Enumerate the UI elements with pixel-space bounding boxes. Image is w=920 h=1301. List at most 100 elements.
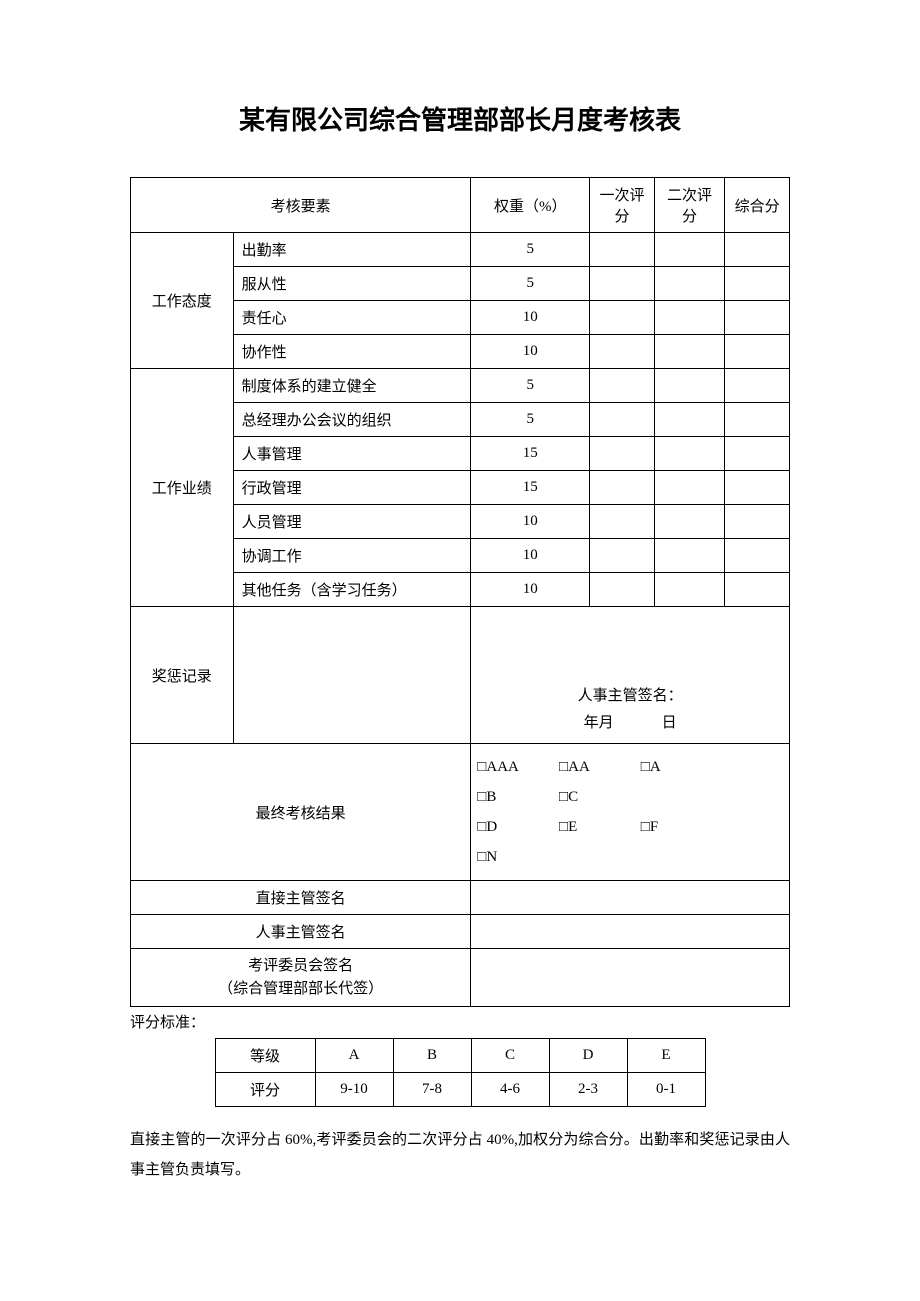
score-cell: 0-1	[627, 1073, 705, 1107]
item-weight: 5	[471, 233, 590, 267]
table-row: 工作业绩 制度体系的建立健全 5	[131, 369, 790, 403]
score1-cell	[590, 267, 655, 301]
item-name: 行政管理	[233, 471, 471, 505]
day-label: 日	[662, 715, 677, 731]
grade-cell: A	[315, 1039, 393, 1073]
sign-row: 考评委员会签名 （综合管理部部长代签）	[131, 949, 790, 1007]
score2-cell	[654, 539, 724, 573]
grade-header-row: 等级 A B C D E	[215, 1039, 705, 1073]
item-name: 出勤率	[233, 233, 471, 267]
item-name: 制度体系的建立健全	[233, 369, 471, 403]
item-weight: 15	[471, 471, 590, 505]
result-row: 最终考核结果 □AAA □AA □A □B □C □D □E □F □N	[131, 744, 790, 881]
checkbox-option[interactable]: □N	[477, 842, 555, 872]
item-weight: 10	[471, 301, 590, 335]
total-cell	[725, 471, 790, 505]
checkbox-option[interactable]: □E	[559, 812, 637, 842]
sign-hr-area	[471, 915, 790, 949]
record-area	[233, 607, 471, 744]
record-row: 奖惩记录 人事主管签名： 年月日	[131, 607, 790, 744]
score-cell: 9-10	[315, 1073, 393, 1107]
checkbox-option[interactable]: □D	[477, 812, 555, 842]
item-name: 责任心	[233, 301, 471, 335]
score-cell: 4-6	[471, 1073, 549, 1107]
score1-cell	[590, 233, 655, 267]
sign-row: 直接主管签名	[131, 881, 790, 915]
sign-committee-l2: （综合管理部部长代签）	[139, 978, 462, 1001]
item-name: 其他任务（含学习任务）	[233, 573, 471, 607]
item-weight: 10	[471, 539, 590, 573]
item-weight: 10	[471, 573, 590, 607]
checkbox-option[interactable]: □F	[641, 812, 719, 842]
item-name: 人事管理	[233, 437, 471, 471]
sign-committee-label: 考评委员会签名 （综合管理部部长代签）	[131, 949, 471, 1007]
sign-row: 人事主管签名	[131, 915, 790, 949]
checkbox-option[interactable]: □A	[641, 752, 719, 782]
score1-cell	[590, 437, 655, 471]
score1-cell	[590, 335, 655, 369]
score2-cell	[654, 573, 724, 607]
score2-cell	[654, 267, 724, 301]
grade-header: 等级	[215, 1039, 315, 1073]
hr-sign-area: 人事主管签名： 年月日	[471, 607, 790, 744]
total-cell	[725, 267, 790, 301]
item-weight: 10	[471, 505, 590, 539]
item-name: 总经理办公会议的组织	[233, 403, 471, 437]
header-total: 综合分	[725, 178, 790, 233]
score1-cell	[590, 505, 655, 539]
total-cell	[725, 403, 790, 437]
item-weight: 5	[471, 267, 590, 301]
date-line: 年月日	[479, 710, 781, 737]
score-cell: 2-3	[549, 1073, 627, 1107]
item-weight: 5	[471, 369, 590, 403]
item-weight: 10	[471, 335, 590, 369]
score-header: 评分	[215, 1073, 315, 1107]
standard-label: 评分标准：	[130, 1011, 790, 1032]
score2-cell	[654, 369, 724, 403]
year-label: 年	[584, 715, 599, 731]
total-cell	[725, 573, 790, 607]
total-cell	[725, 539, 790, 573]
score-row: 评分 9-10 7-8 4-6 2-3 0-1	[215, 1073, 705, 1107]
total-cell	[725, 233, 790, 267]
grade-cell: E	[627, 1039, 705, 1073]
item-weight: 15	[471, 437, 590, 471]
result-options-cell: □AAA □AA □A □B □C □D □E □F □N	[471, 744, 790, 881]
total-cell	[725, 369, 790, 403]
grade-cell: C	[471, 1039, 549, 1073]
checkbox-option[interactable]: □AA	[559, 752, 637, 782]
final-result-label: 最终考核结果	[131, 744, 471, 881]
sign-hr-label: 人事主管签名	[131, 915, 471, 949]
item-weight: 5	[471, 403, 590, 437]
checkbox-option[interactable]: □B	[477, 782, 555, 812]
assessment-table: 考核要素 权重（%） 一次评分 二次评分 综合分 工作态度 出勤率 5 服从性 …	[130, 177, 790, 1007]
grade-cell: B	[393, 1039, 471, 1073]
score2-cell	[654, 301, 724, 335]
checkbox-option[interactable]: □AAA	[477, 752, 555, 782]
item-name: 协作性	[233, 335, 471, 369]
sign-direct-area	[471, 881, 790, 915]
checkbox-option[interactable]: □C	[559, 782, 637, 812]
header-weight: 权重（%）	[471, 178, 590, 233]
sign-committee-area	[471, 949, 790, 1007]
table-row: 工作态度 出勤率 5	[131, 233, 790, 267]
item-name: 服从性	[233, 267, 471, 301]
sign-committee-l1: 考评委员会签名	[139, 955, 462, 978]
item-name: 人员管理	[233, 505, 471, 539]
sign-direct-label: 直接主管签名	[131, 881, 471, 915]
hr-sign-label: 人事主管签名：	[479, 683, 781, 710]
score1-cell	[590, 573, 655, 607]
footer-note: 直接主管的一次评分占 60%,考评委员会的二次评分占 40%,加权分为综合分。出…	[130, 1125, 790, 1185]
score2-cell	[654, 505, 724, 539]
score2-cell	[654, 233, 724, 267]
score2-cell	[654, 471, 724, 505]
score2-cell	[654, 437, 724, 471]
header-row: 考核要素 权重（%） 一次评分 二次评分 综合分	[131, 178, 790, 233]
group1-label: 工作态度	[131, 233, 234, 369]
total-cell	[725, 505, 790, 539]
score2-cell	[654, 403, 724, 437]
score1-cell	[590, 471, 655, 505]
record-label: 奖惩记录	[131, 607, 234, 744]
header-assess: 考核要素	[131, 178, 471, 233]
grade-table: 等级 A B C D E 评分 9-10 7-8 4-6 2-3 0-1	[215, 1038, 706, 1107]
